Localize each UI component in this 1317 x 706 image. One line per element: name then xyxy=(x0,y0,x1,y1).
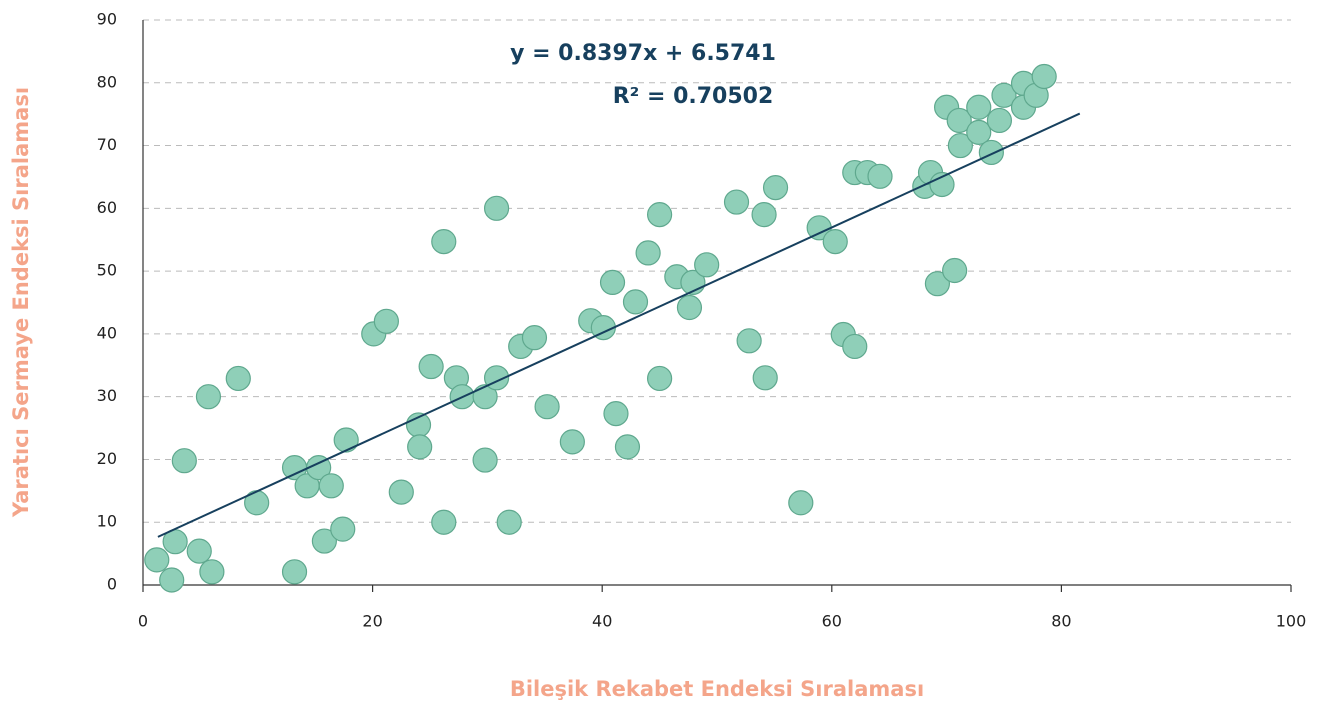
point xyxy=(311,528,337,554)
point xyxy=(418,353,444,380)
point xyxy=(694,252,720,278)
point xyxy=(1031,63,1057,90)
point xyxy=(521,325,548,351)
x-tick-label: 20 xyxy=(362,612,382,631)
point xyxy=(186,538,212,564)
y-tick-label: 60 xyxy=(97,198,117,217)
point xyxy=(752,365,778,391)
y-tick-label: 20 xyxy=(97,449,117,468)
point xyxy=(736,328,762,354)
point xyxy=(986,107,1013,134)
point xyxy=(822,229,848,255)
point xyxy=(496,509,522,535)
x-tick-label: 40 xyxy=(592,612,612,631)
x-tick-label: 60 xyxy=(822,612,842,631)
point xyxy=(676,294,703,321)
y-tick-label: 30 xyxy=(97,386,117,405)
point xyxy=(373,308,399,334)
point xyxy=(723,189,750,215)
point xyxy=(646,202,673,228)
point xyxy=(978,139,1004,166)
point xyxy=(635,240,661,266)
point xyxy=(171,448,197,474)
y-tick-label: 70 xyxy=(97,135,117,154)
point xyxy=(159,567,185,593)
point xyxy=(281,559,308,585)
point xyxy=(614,434,641,460)
point xyxy=(788,490,814,516)
point xyxy=(333,427,359,453)
y-tick-label: 0 xyxy=(107,575,117,594)
point xyxy=(966,94,992,120)
r-squared: R² = 0.70502 xyxy=(613,84,774,109)
point xyxy=(942,257,968,284)
point xyxy=(947,132,973,159)
y-tick-label: 40 xyxy=(97,323,117,342)
point xyxy=(472,447,498,473)
point xyxy=(599,269,626,296)
point xyxy=(762,175,789,201)
point xyxy=(929,171,955,198)
x-tick-label: 100 xyxy=(1276,612,1307,631)
point xyxy=(195,384,222,410)
x-tick-label: 80 xyxy=(1051,612,1071,631)
point xyxy=(472,384,498,410)
x-axis-title: Bileşik Rekabet Endeksi Sıralaması xyxy=(510,677,924,701)
point xyxy=(622,289,649,315)
point xyxy=(225,365,251,392)
point xyxy=(966,119,992,145)
trendline xyxy=(157,112,1081,538)
y-tick-label: 80 xyxy=(97,72,117,91)
point xyxy=(867,163,893,189)
y-tick-label: 50 xyxy=(97,261,117,280)
point xyxy=(431,229,457,255)
point xyxy=(924,271,951,297)
point xyxy=(330,516,356,542)
point xyxy=(534,394,560,420)
point xyxy=(407,434,433,460)
point xyxy=(318,473,344,499)
point xyxy=(842,333,868,360)
y-axis-title: Yaratıcı Sermaye Endeksi Sıralaması xyxy=(9,87,33,518)
point xyxy=(388,479,414,505)
point xyxy=(199,559,225,585)
point xyxy=(946,107,972,134)
point xyxy=(751,202,777,228)
point xyxy=(646,365,673,392)
point xyxy=(603,401,629,427)
point xyxy=(144,547,170,573)
x-tick-label: 0 xyxy=(138,612,148,631)
equation: y = 0.8397x + 6.5741 xyxy=(510,41,776,66)
point xyxy=(431,509,457,535)
point xyxy=(483,195,510,221)
point xyxy=(559,429,585,455)
y-tick-label: 90 xyxy=(97,10,117,29)
y-tick-label: 10 xyxy=(97,512,117,531)
point xyxy=(991,82,1017,108)
